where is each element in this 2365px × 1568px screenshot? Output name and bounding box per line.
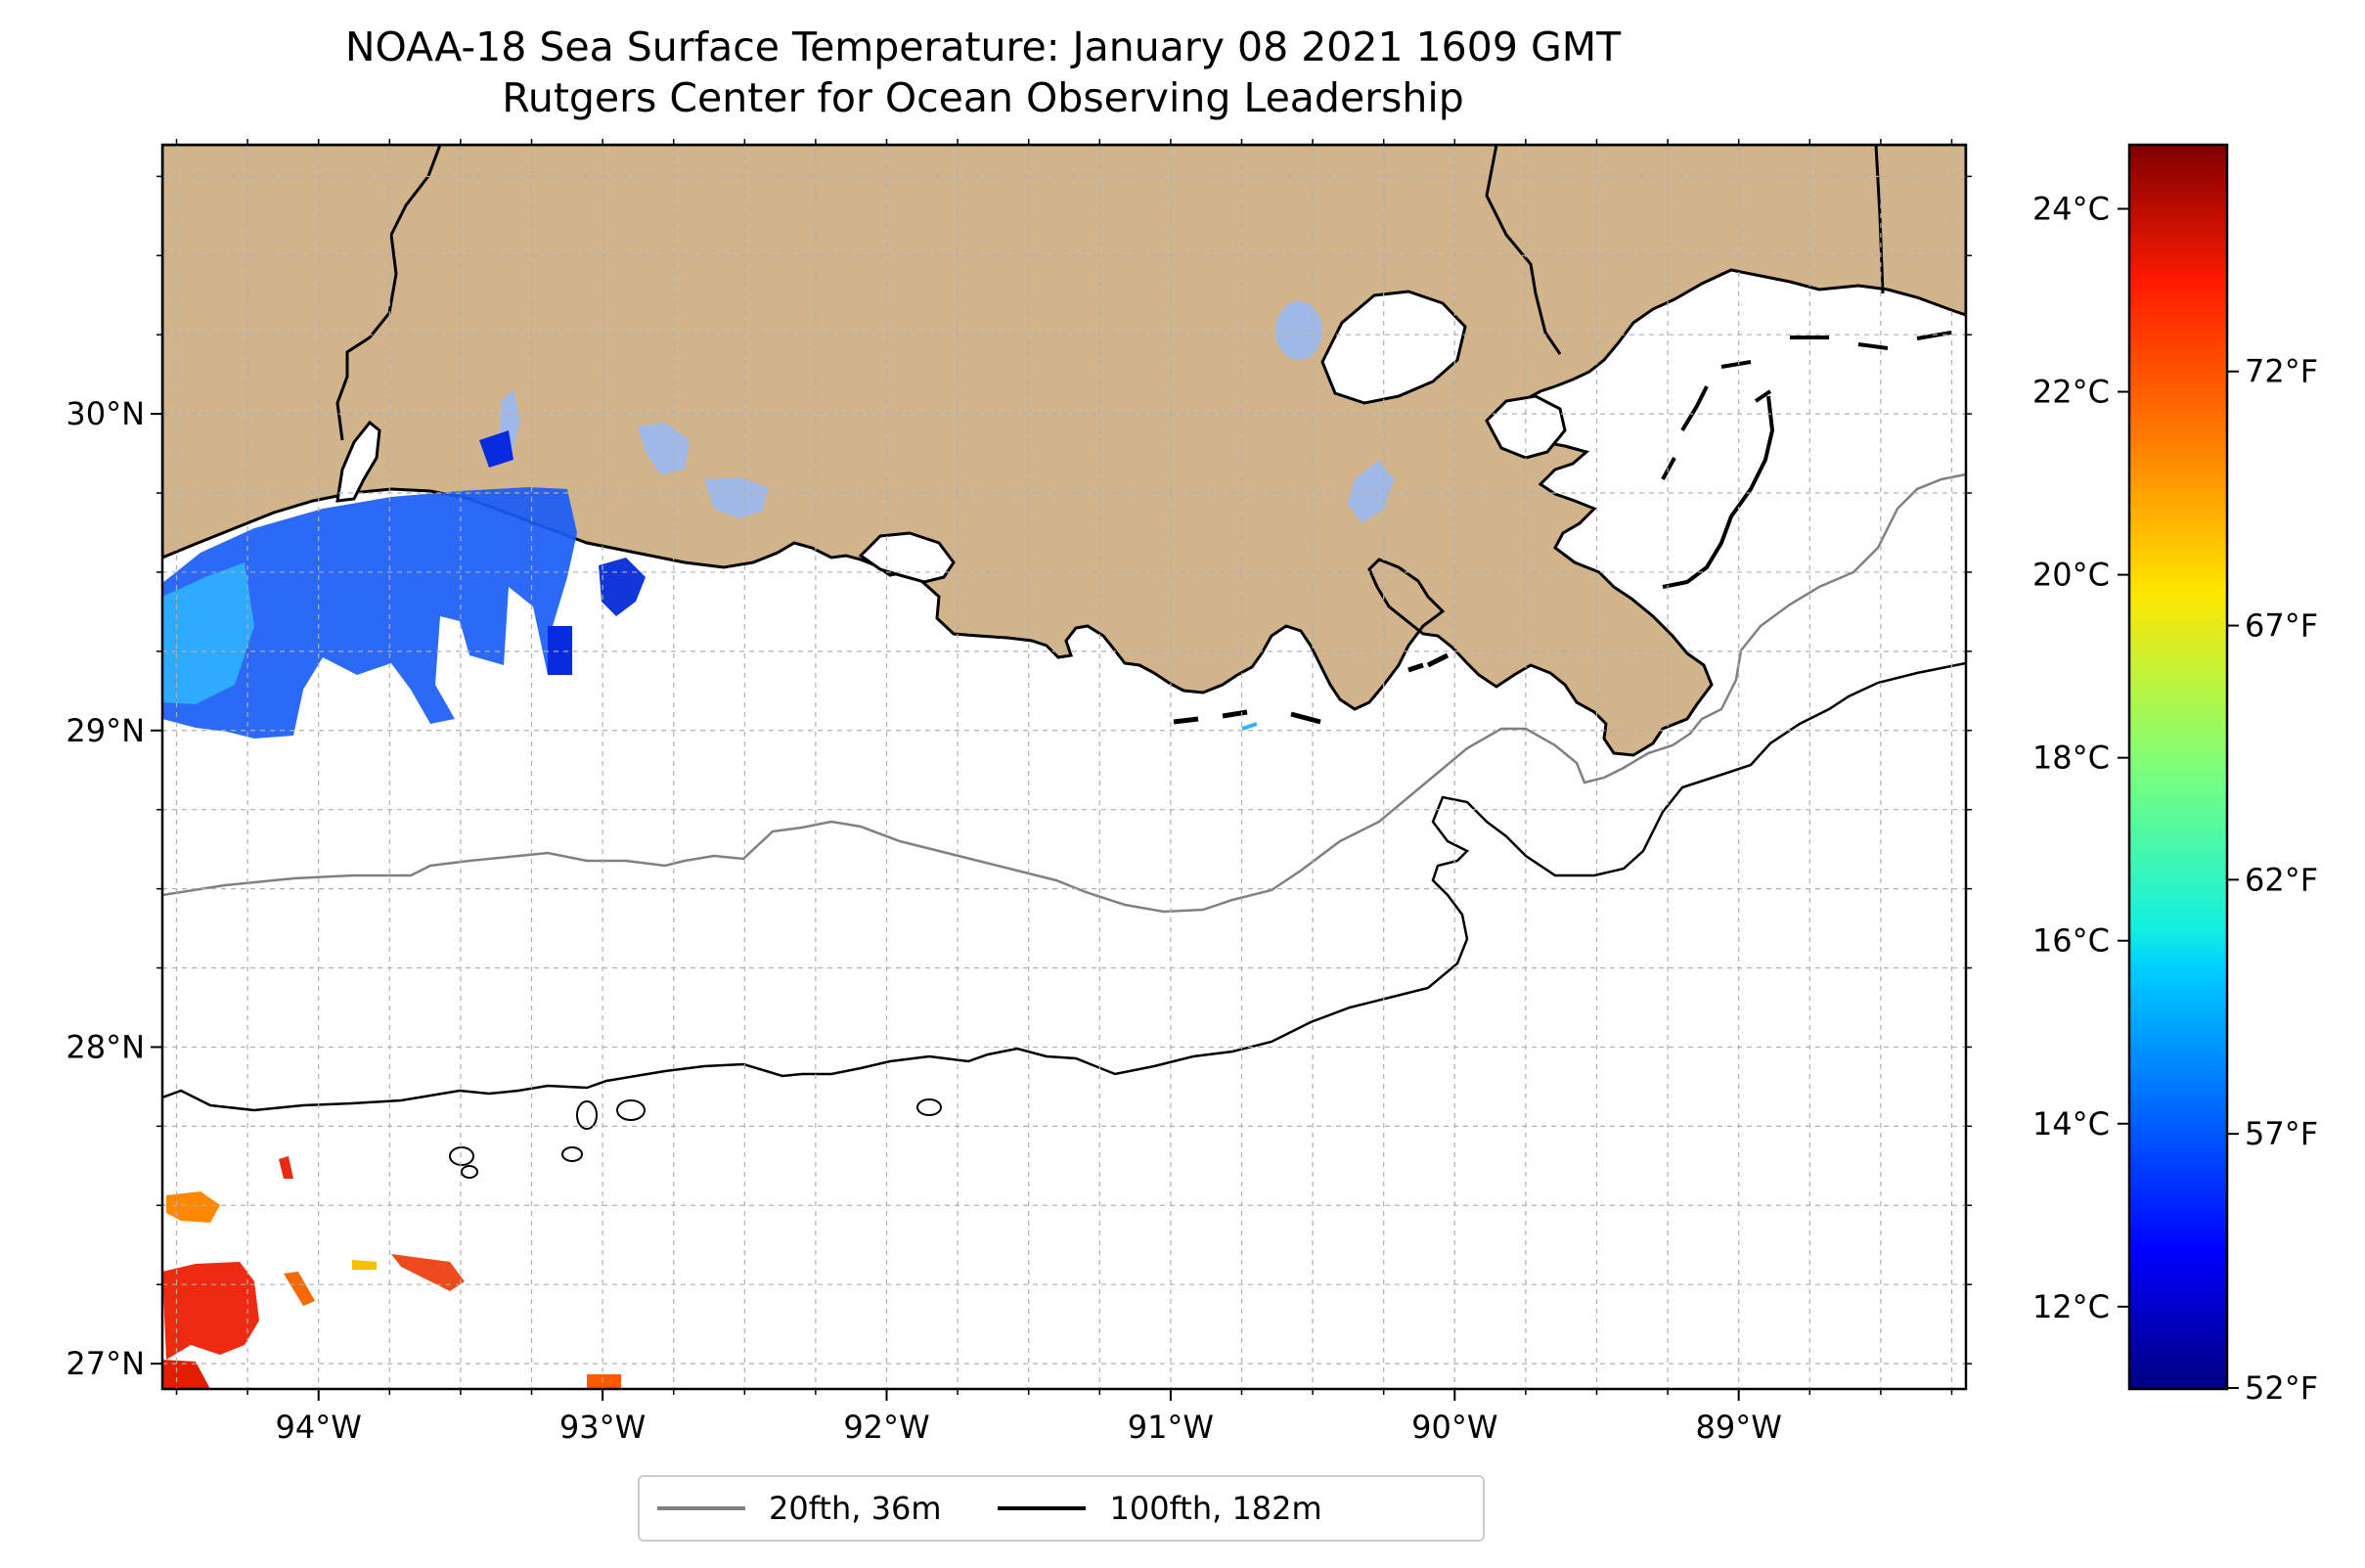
lat-tick-label: 28°N — [66, 1028, 145, 1065]
sst-speck — [1241, 722, 1258, 731]
lon-tick-label: 91°W — [1128, 1409, 1214, 1446]
colorbar-celsius-axis: 12°C 14°C 16°C 18°C 20°C 22°C 24°C — [2032, 190, 2129, 1325]
sst-blob-sabine — [479, 430, 513, 468]
colorbar-label-celsius: 24°C — [2032, 190, 2110, 227]
title-line-1: NOAA-18 Sea Surface Temperature: January… — [344, 23, 1622, 70]
barrier-islands-central — [1173, 652, 1450, 725]
legend-swatch-20fth — [657, 1506, 745, 1510]
shoal-1 — [576, 1100, 598, 1130]
colorbar-label-celsius: 12°C — [2032, 1288, 2110, 1325]
colorbar-label-celsius: 22°C — [2032, 374, 2110, 411]
isobath-20fth — [162, 472, 1966, 914]
lon-tick-label: 92°W — [843, 1409, 929, 1446]
inland-lake-calcasieu — [638, 423, 690, 474]
lon-tick-label: 90°W — [1411, 1409, 1497, 1446]
sst-warm-patch-5 — [391, 1254, 465, 1291]
legend-item-100fth: 100fth, 182m — [998, 1490, 1322, 1527]
lon-tick-label: 94°W — [276, 1409, 362, 1446]
shoal-3 — [916, 1098, 942, 1116]
colorbar-label-fahrenheit: 62°F — [2245, 861, 2318, 898]
shoal-4 — [449, 1146, 474, 1166]
map-gridlines — [162, 145, 1966, 1389]
sst-warm-patch-2 — [166, 1191, 220, 1223]
colorbar-label-fahrenheit: 52°F — [2245, 1369, 2318, 1407]
sabine-lake — [335, 420, 381, 503]
sst-cold-patch — [162, 487, 577, 739]
colorbar-gradient — [2129, 145, 2227, 1389]
shoal-2 — [616, 1099, 646, 1121]
colorbar-frame — [2127, 143, 2229, 1391]
lat-tick-label: 30°N — [66, 395, 145, 432]
colorbar-label-celsius: 18°C — [2032, 739, 2110, 777]
sst-warm-patch-4 — [352, 1260, 377, 1270]
legend-swatch-100fth — [998, 1506, 1087, 1510]
inland-lake-salvador — [1348, 460, 1394, 523]
longitude-axis: 94°W 93°W 92°W 91°W 90°W 89°W — [175, 139, 1953, 1446]
lake-pontchartrain — [1320, 290, 1467, 405]
legend-item-20fth: 20fth, 36m — [657, 1490, 941, 1527]
lat-tick-label: 27°N — [66, 1345, 145, 1382]
border-louisiana-mississippi — [1485, 145, 1562, 355]
sst-warm-patch-6 — [587, 1374, 621, 1389]
latitude-axis: 27°N 28°N 29°N 30°N — [66, 175, 1972, 1382]
isobath-100fth — [162, 661, 1966, 1112]
lake-borgne — [1485, 394, 1567, 460]
colorbar-label-celsius: 16°C — [2032, 922, 2110, 960]
barrier-islands-chandeleur — [1661, 331, 1952, 589]
colorbar-label-fahrenheit: 67°F — [2245, 607, 2318, 645]
shoal-5 — [561, 1146, 583, 1162]
colorbar-label-celsius: 20°C — [2032, 557, 2110, 594]
colorbar-label-fahrenheit: 57°F — [2245, 1115, 2318, 1152]
inland-lake-maurepas — [1275, 301, 1322, 360]
inland-lake-white — [704, 477, 768, 518]
legend-label-100fth: 100fth, 182m — [1109, 1490, 1322, 1527]
sst-cyan-streak — [162, 562, 254, 704]
sst-warm-patch-3 — [162, 1360, 210, 1389]
sst-warm-patch-1 — [162, 1262, 259, 1360]
lon-tick-label: 89°W — [1696, 1409, 1782, 1446]
map-frame — [160, 143, 1968, 1391]
sst-warm-patch-8 — [279, 1156, 293, 1179]
border-mississippi-alabama — [1874, 145, 1885, 294]
colorbar-label-celsius: 14°C — [2032, 1105, 2110, 1142]
colorbar-label-fahrenheit: 72°F — [2245, 353, 2318, 390]
isobath-legend: 20fth, 36m 100fth, 182m — [638, 1475, 1485, 1542]
shoal-6 — [461, 1165, 478, 1179]
sst-warm-patch-7 — [284, 1272, 315, 1306]
map-title: NOAA-18 Sea Surface Temperature: January… — [0, 22, 1966, 123]
colorbar-fahrenheit-axis: 52°F 57°F 62°F 67°F 72°F — [2227, 353, 2318, 1407]
sst-blob-south — [548, 626, 572, 675]
lat-tick-label: 29°N — [66, 712, 145, 749]
title-line-2: Rutgers Center for Ocean Observing Leade… — [502, 74, 1464, 121]
lon-tick-label: 93°W — [559, 1409, 646, 1446]
legend-label-20fth: 20fth, 36m — [769, 1490, 942, 1527]
